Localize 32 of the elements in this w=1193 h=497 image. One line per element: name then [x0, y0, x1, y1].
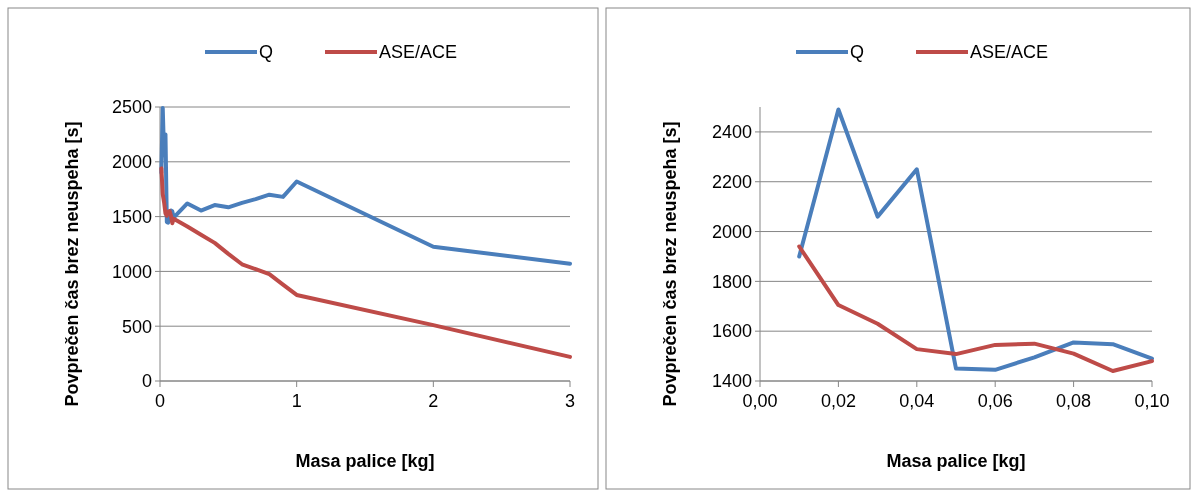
y-axis-title: Povprečen čas brez neuspeha [s]: [62, 121, 82, 407]
legend-label: ASE/ACE: [970, 42, 1049, 63]
x-axis-title: Masa palice [kg]: [295, 451, 435, 471]
x-tick-label: 0,10: [1134, 391, 1170, 411]
x-tick-label: 3: [564, 391, 576, 411]
x-tick-label: 0,08: [1056, 391, 1092, 411]
y-tick-label: 1500: [111, 206, 152, 227]
x-tick-label: 0,04: [899, 391, 935, 411]
x-tick-label: 2: [428, 391, 439, 411]
y-tick-label: 2000: [111, 152, 152, 173]
x-tick-label: 0,02: [820, 391, 856, 411]
legend-label: Q: [259, 42, 274, 63]
line-series: [797, 244, 1154, 374]
y-axis-title: Povprečen čas brez neuspeha [s]: [660, 121, 680, 407]
y-tick-label: 1600: [711, 321, 752, 342]
x-axis-title: Masa palice [kg]: [886, 451, 1026, 471]
y-tick-label: 1000: [111, 261, 152, 282]
y-tick-label: 2400: [711, 122, 752, 143]
line-series: [797, 107, 1154, 372]
y-tick-label: 500: [121, 316, 152, 337]
x-tick-label: 0: [154, 391, 166, 411]
legend-label: Q: [850, 42, 865, 63]
y-tick-label: 2500: [111, 97, 152, 118]
y-tick-label: 0: [141, 371, 152, 392]
x-tick-label: 1: [291, 391, 302, 411]
y-tick-label: 1400: [711, 371, 752, 392]
x-tick-label: 0,06: [977, 391, 1013, 411]
y-tick-label: 2200: [711, 172, 752, 193]
x-tick-label: 0,00: [742, 391, 778, 411]
legend-label: ASE/ACE: [379, 42, 458, 63]
y-tick-label: 1800: [711, 271, 752, 292]
y-tick-label: 2000: [711, 221, 752, 242]
